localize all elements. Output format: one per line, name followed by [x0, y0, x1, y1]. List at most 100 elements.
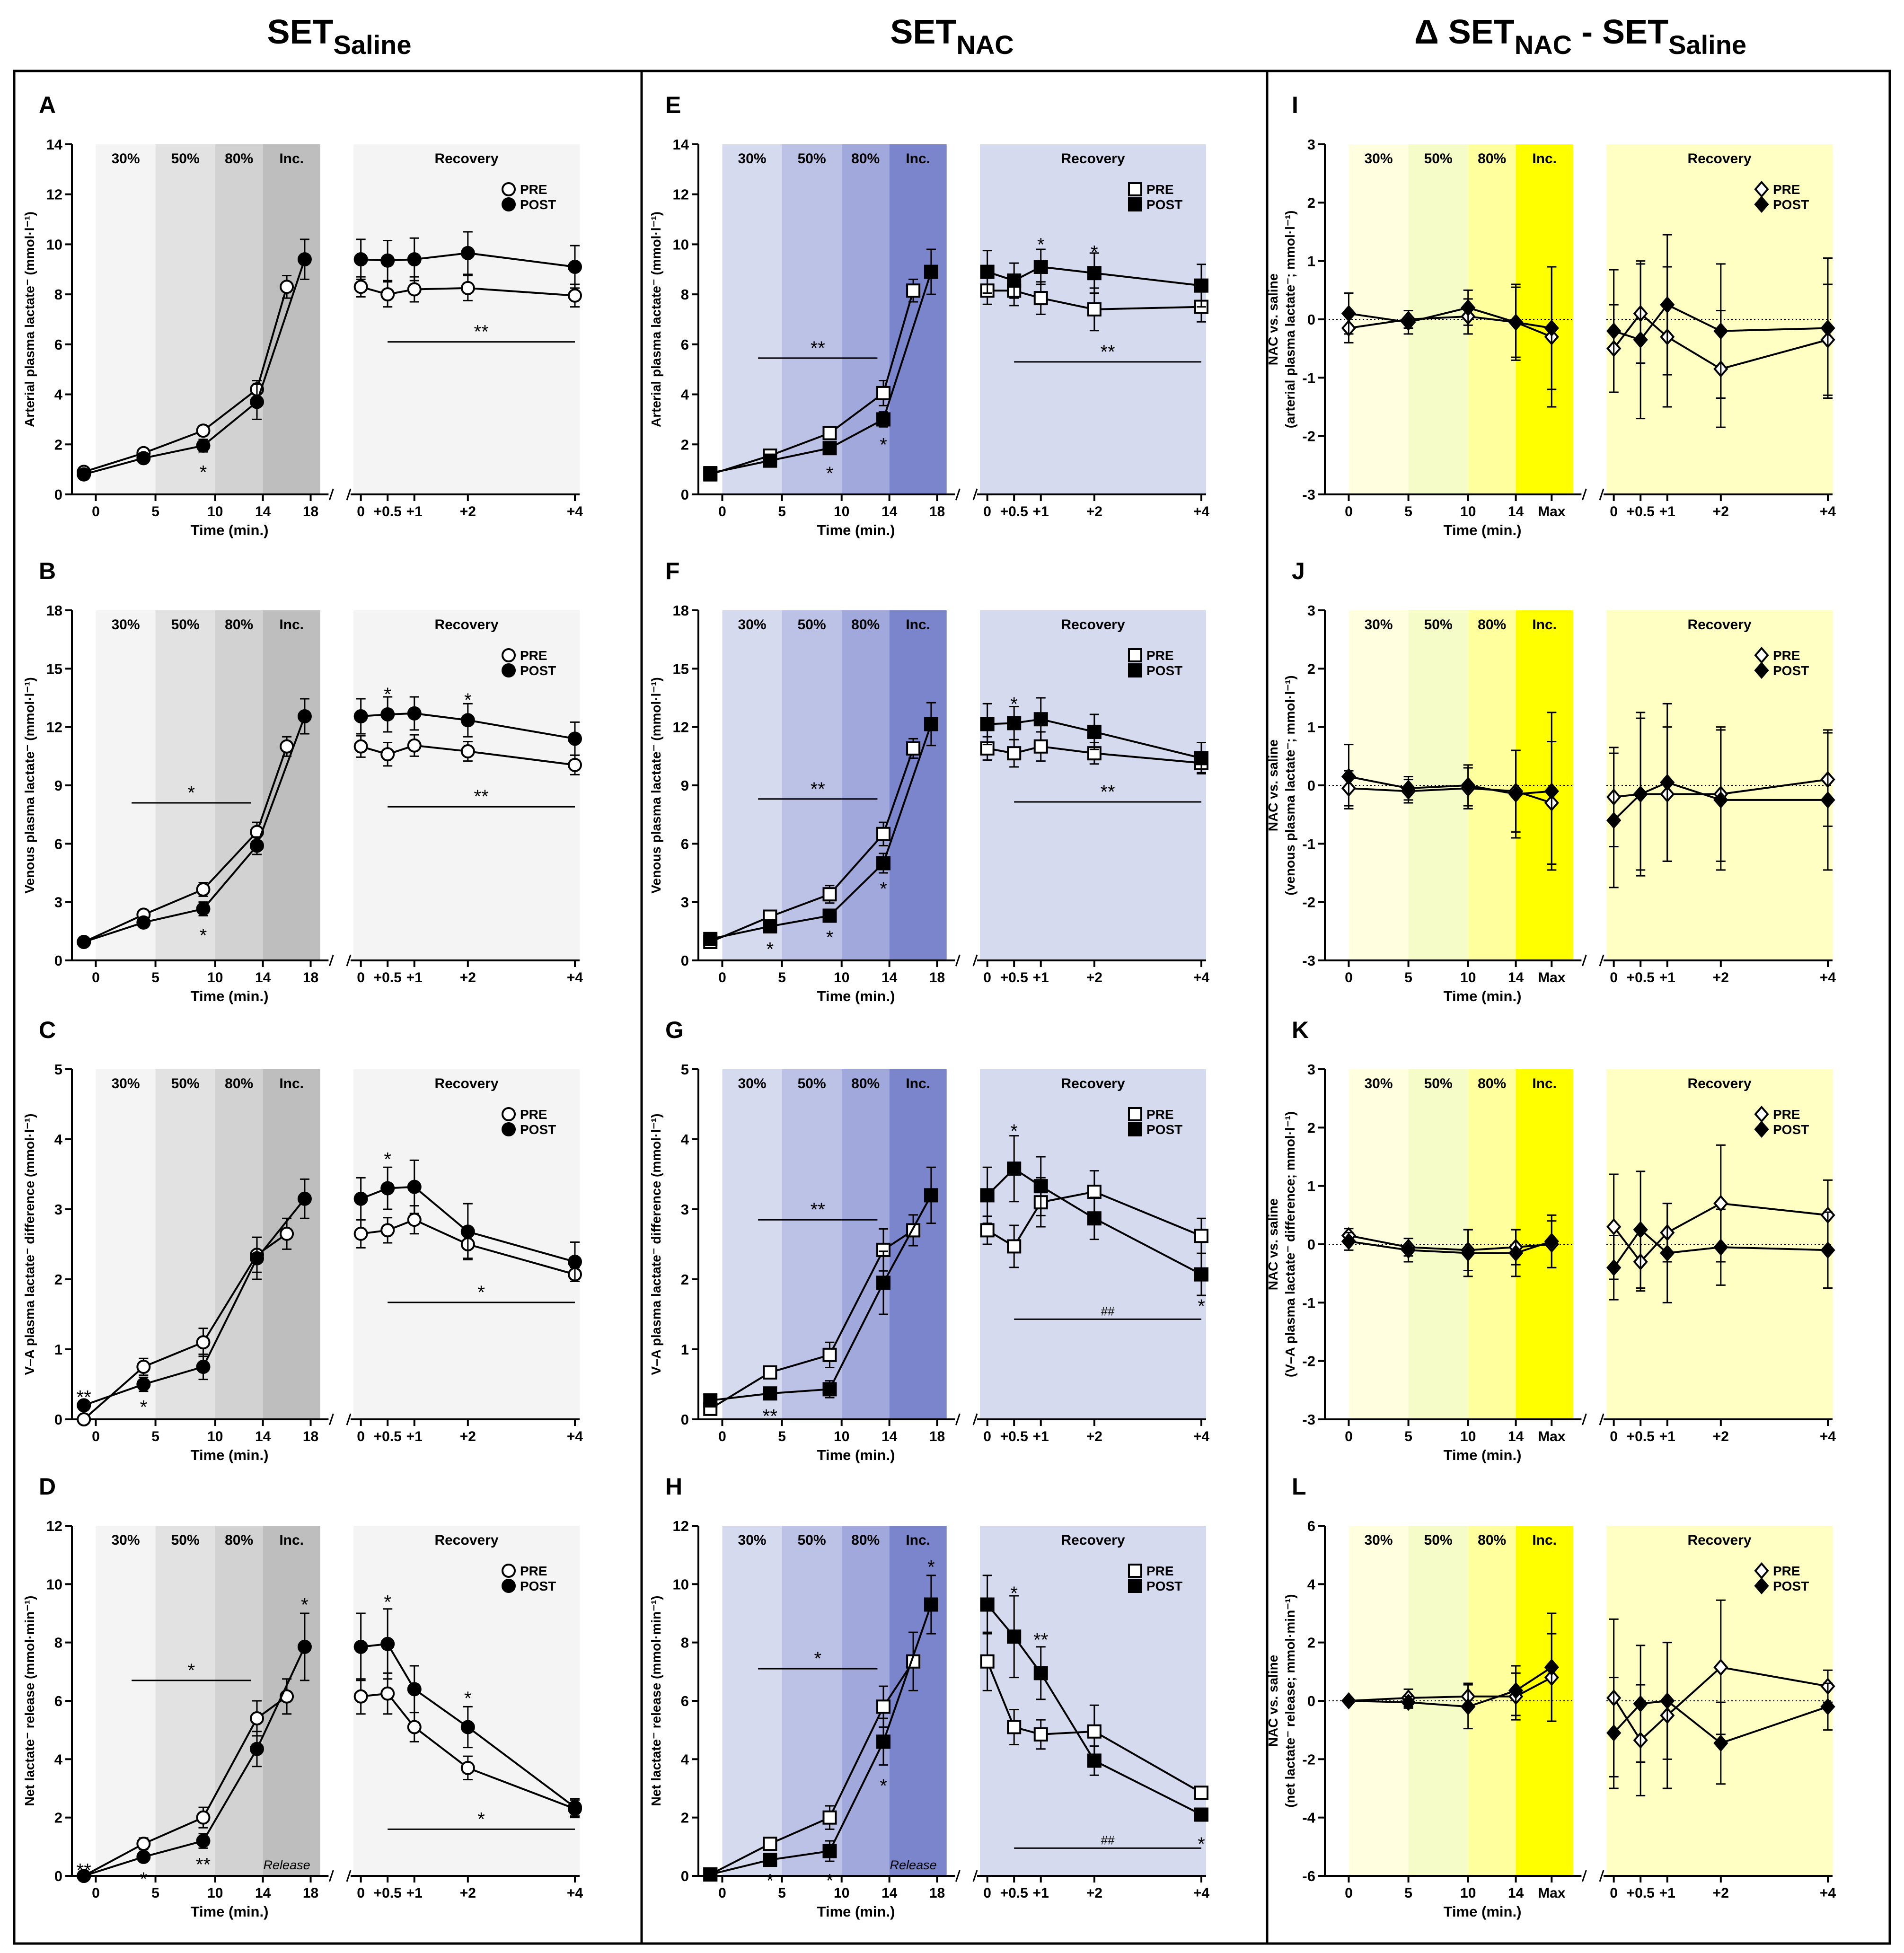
x-tick-label: 0: [357, 504, 365, 519]
significance-star: *: [880, 1776, 887, 1796]
recovery-label: Recovery: [434, 617, 498, 633]
legend-marker-post: [1754, 661, 1769, 679]
data-point-post: [136, 1377, 151, 1391]
phase-label: Inc.: [1532, 1532, 1557, 1548]
data-point-post: [1544, 1232, 1559, 1250]
y-axis-label-line: Venous plasma lactate⁻ (mmol·l⁻¹): [22, 677, 37, 893]
y-tick-label: 4: [681, 1131, 689, 1148]
recovery-band: [1606, 610, 1833, 960]
data-point-post: [1820, 319, 1835, 337]
y-tick-label: 2: [681, 1271, 689, 1288]
x-tick-label: 18: [929, 504, 945, 519]
y-axis-label-line: NAC vs. saline: [1266, 1655, 1280, 1747]
phase-band-1: [96, 1526, 156, 1876]
data-point-post: [77, 934, 91, 949]
x-tick-label: 0: [718, 1885, 726, 1901]
legend-marker-post: [502, 663, 516, 677]
y-axis-label-line: V–A plasma lactate⁻ difference (mmol·l⁻¹…: [22, 1114, 37, 1375]
x-tick-label: +4: [567, 1885, 583, 1901]
y-axis-label-line: (net lactate⁻ release; mmol·min⁻¹): [1283, 1594, 1297, 1807]
data-point-post: [1633, 1695, 1648, 1713]
x-axis-label: Time (min.): [1444, 1447, 1522, 1463]
y-tick-label: 6: [54, 1693, 62, 1709]
data-point-pre: [906, 283, 921, 298]
x-tick-label: +4: [1820, 970, 1836, 985]
phase-label: 30%: [1364, 1532, 1393, 1548]
x-tick-label: 5: [778, 504, 786, 519]
legend-marker-post: [1754, 195, 1769, 213]
phase-label: 30%: [111, 617, 140, 633]
phase-label: 50%: [1424, 1532, 1453, 1548]
x-tick-label: 10: [1460, 970, 1476, 985]
y-tick-label: -2: [1302, 1751, 1315, 1768]
panel-letter: L: [1292, 1473, 1306, 1500]
y-tick-label: 4: [54, 1131, 63, 1148]
data-point-pre: [1194, 1229, 1208, 1243]
panel-letter: J: [1292, 558, 1305, 584]
x-tick-label: 18: [303, 504, 318, 519]
axis-break: [328, 1413, 352, 1425]
data-point-pre: [1087, 302, 1102, 317]
data-point-post: [1544, 319, 1559, 337]
x-tick-label: +2: [460, 1885, 476, 1901]
phase-label: Inc.: [279, 151, 304, 167]
significance-star: *: [384, 1149, 391, 1170]
data-point-pre: [1033, 291, 1048, 306]
data-point-post: [703, 932, 718, 946]
data-point-post: [1508, 1244, 1524, 1262]
phase-label: 50%: [798, 1076, 826, 1091]
data-point-post: [1508, 314, 1524, 331]
data-point-post: [297, 1639, 312, 1654]
data-point-post: [1461, 299, 1476, 317]
data-point-post: [407, 706, 422, 721]
data-point-pre: [1007, 1239, 1022, 1254]
axis-break: [328, 954, 352, 967]
x-tick-label: Max: [1538, 1429, 1566, 1444]
data-point-post: [1401, 1241, 1416, 1259]
y-tick-label: 0: [54, 952, 62, 969]
recovery-label: Recovery: [434, 1076, 498, 1091]
data-point-post: [407, 1179, 422, 1194]
y-tick-label: 0: [1307, 1693, 1315, 1709]
data-point-post: [250, 1742, 264, 1756]
data-point-pre: [196, 1810, 211, 1825]
phase-label: 80%: [1478, 151, 1506, 167]
y-tick-label: 6: [54, 336, 62, 353]
x-tick-label: 0: [718, 1429, 726, 1444]
x-tick-label: +2: [460, 504, 476, 519]
data-point-pre: [407, 1213, 422, 1227]
data-point-post: [407, 1682, 422, 1697]
data-point-pre: [250, 1711, 264, 1725]
y-tick-label: 3: [681, 1201, 689, 1218]
data-point-pre: [1007, 1720, 1022, 1734]
legend-label: POST: [520, 663, 556, 678]
x-tick-label: 18: [929, 970, 945, 985]
y-tick-label: -1: [1302, 369, 1315, 386]
data-point-post: [1033, 1179, 1048, 1194]
panel-B: 30% 50% 80% Inc. Recovery 0 3 6 9 12 15 18 Venous pl…: [22, 558, 583, 1004]
x-tick-label: Max: [1538, 970, 1566, 985]
y-tick-label: -1: [1302, 836, 1315, 852]
data-point-post: [1341, 768, 1357, 785]
y-tick-label: -3: [1302, 1411, 1315, 1428]
data-point-post: [460, 713, 475, 728]
phase-label: 80%: [225, 617, 253, 633]
data-point-post: [1401, 780, 1416, 797]
significance-label: **: [811, 779, 825, 800]
y-tick-label: 4: [1307, 1576, 1316, 1592]
data-point-post: [1544, 1659, 1559, 1676]
recovery-label: Recovery: [434, 151, 498, 167]
data-point-post: [1341, 1692, 1357, 1710]
phase-band-3: [215, 1069, 263, 1419]
panel-H: 30% 50% 80% Inc. Recovery Release 0 2 4 6 8 10 12 Net…: [649, 1473, 1209, 1920]
legend-label: PRE: [1146, 1107, 1174, 1122]
data-point-pre: [1033, 1727, 1048, 1742]
y-tick-label: 2: [1307, 1635, 1315, 1651]
data-point-post: [1713, 791, 1728, 809]
panel-letter: F: [665, 558, 680, 584]
data-point-post: [1007, 1629, 1022, 1644]
data-point-pre: [1087, 1185, 1102, 1199]
phase-label: Inc.: [906, 151, 930, 167]
legend-label: POST: [1773, 1122, 1809, 1137]
